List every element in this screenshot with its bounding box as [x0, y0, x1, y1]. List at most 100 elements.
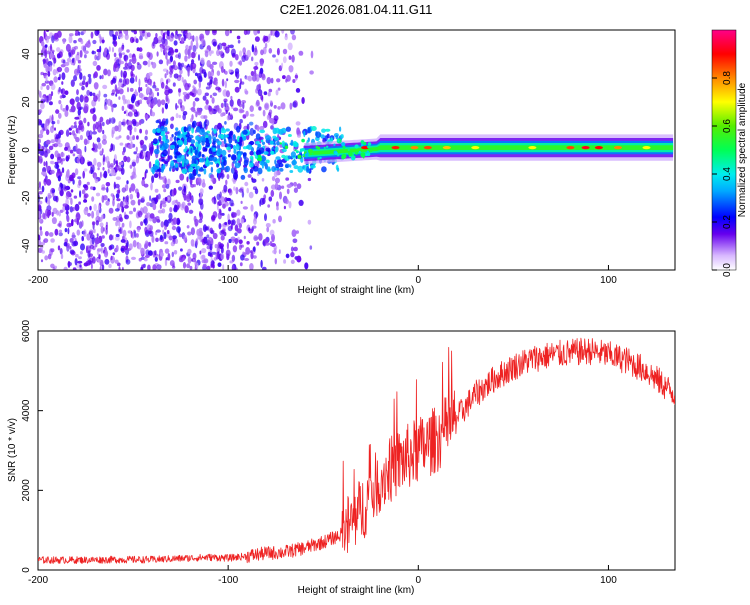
- heatmap-cell: [130, 70, 134, 77]
- heatmap-cell: [234, 139, 238, 144]
- heatmap-cell: [86, 89, 91, 96]
- heatmap-cell: [263, 194, 267, 200]
- heatmap-cell: [240, 174, 246, 180]
- heatmap-cell: [139, 30, 143, 34]
- heatmap-cell: [272, 54, 276, 58]
- heatmap-cell: [269, 229, 275, 236]
- heatmap-cell: [190, 106, 196, 113]
- heatmap-cell: [85, 81, 89, 88]
- heatmap-cell: [167, 178, 171, 186]
- heatmap-cell: [50, 125, 54, 133]
- snr-x-tick-label: -200: [28, 575, 48, 586]
- heatmap-cell: [255, 99, 260, 107]
- heatmap-cell: [129, 164, 133, 169]
- heatmap-cell: [49, 65, 53, 72]
- heatmap-cell: [58, 211, 61, 217]
- heatmap-cell: [47, 70, 51, 77]
- heatmap-cell: [76, 217, 79, 226]
- heatmap-cell: [308, 148, 313, 154]
- heatmap-cell: [224, 121, 227, 125]
- heatmap-cell: [75, 96, 80, 103]
- heatmap-cell: [270, 150, 275, 155]
- heatmap-cell: [199, 250, 202, 255]
- heatmap-cell: [182, 257, 185, 261]
- heatmap-cell: [178, 52, 181, 60]
- heatmap-cell: [111, 77, 117, 84]
- heatmap-cell: [62, 205, 66, 212]
- heatmap-cell: [211, 50, 214, 54]
- heatmap-cell: [148, 72, 153, 77]
- heatmap-cell: [290, 251, 295, 258]
- heatmap-cell: [48, 232, 54, 237]
- heatmap-cell: [116, 198, 121, 202]
- heatmap-cell: [145, 249, 150, 256]
- heatmap-cell: [284, 145, 289, 149]
- heatmap-cell: [295, 150, 299, 154]
- heatmap-cell: [288, 65, 294, 73]
- heatmap-cell: [287, 42, 293, 51]
- heatmap-cell: [65, 173, 70, 182]
- heatmap-cell: [97, 167, 100, 171]
- heatmap-cell: [360, 143, 364, 146]
- heatmap-cell: [160, 30, 164, 36]
- heatmap-cell: [146, 202, 151, 207]
- heatmap-cell: [230, 167, 235, 174]
- heatmap-cell: [224, 201, 229, 207]
- heatmap-cell: [105, 200, 110, 206]
- heatmap-cell: [288, 55, 292, 60]
- heatmap-cell: [269, 117, 274, 124]
- heatmap-cell: [175, 199, 178, 204]
- heatmap-cell: [186, 176, 189, 183]
- heatmap-cell: [153, 81, 156, 87]
- heatmap-cell: [81, 96, 85, 100]
- heatmap-cell: [130, 141, 133, 149]
- heatmap-cell: [69, 149, 74, 154]
- heatmap-cell: [194, 97, 200, 102]
- heatmap-cell: [204, 105, 210, 110]
- heatmap-cell: [178, 34, 181, 41]
- heatmap-cell: [40, 85, 43, 91]
- heatmap-cell: [163, 118, 167, 122]
- heatmap-cell: [270, 125, 274, 130]
- heatmap-cell: [63, 242, 68, 247]
- heatmap-cell: [101, 139, 107, 145]
- heatmap-cell: [176, 105, 179, 109]
- heatmap-cell: [257, 143, 262, 148]
- heatmap-cell: [114, 31, 119, 37]
- heatmap-cell: [150, 148, 153, 156]
- heatmap-cell: [247, 174, 252, 178]
- heatmap-cell: [238, 239, 243, 244]
- heatmap-cell: [157, 209, 163, 214]
- heatmap-cell: [77, 109, 82, 116]
- heatmap-cell: [105, 155, 110, 164]
- heatmap-cell: [190, 118, 193, 123]
- heatmap-cell: [165, 52, 168, 60]
- heatmap-cell: [44, 51, 48, 59]
- heatmap-cell: [169, 144, 176, 150]
- heatmap-cell: [208, 185, 213, 190]
- heatmap-cell: [229, 60, 233, 67]
- heatmap-cell: [242, 135, 247, 140]
- heatmap-cell: [160, 81, 165, 89]
- heatmap-cell: [56, 119, 60, 125]
- heatmap-cell: [120, 248, 125, 252]
- heatmap-cell: [277, 106, 281, 110]
- heatmap-cell: [233, 172, 238, 180]
- heatmap-cell: [152, 128, 157, 134]
- snr-line: [38, 337, 675, 564]
- heatmap-cell: [61, 158, 66, 162]
- heatmap-cell: [256, 241, 260, 246]
- heatmap-cell: [152, 165, 159, 170]
- heatmap-cell: [93, 71, 98, 78]
- heatmap-cell: [216, 49, 221, 57]
- heatmap-cell: [96, 65, 101, 71]
- heatmap-cell: [252, 225, 257, 229]
- heatmap-cell: [94, 178, 98, 184]
- heatmap-cell: [285, 142, 288, 145]
- heatmap-cell: [304, 152, 310, 158]
- heatmap-cell: [217, 148, 223, 155]
- heatmap-cell: [205, 86, 211, 90]
- heatmap-cell: [142, 144, 147, 152]
- heatmap-cell: [182, 131, 188, 136]
- heatmap-cell: [48, 145, 54, 151]
